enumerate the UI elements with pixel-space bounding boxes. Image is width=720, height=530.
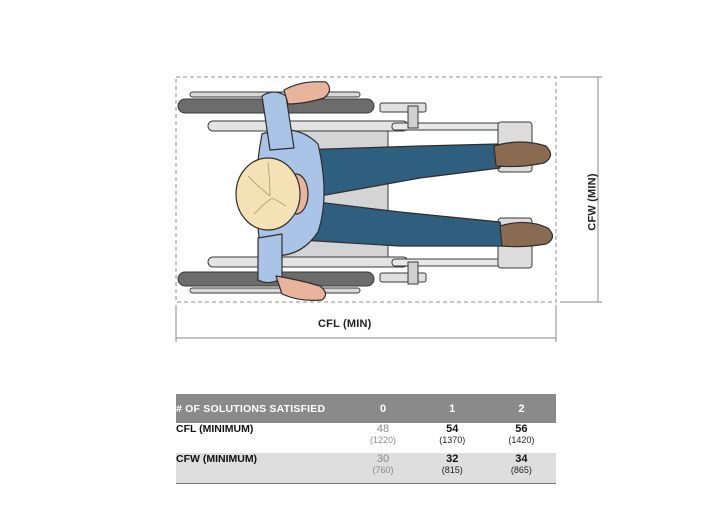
cfl-mm-0: (1220) bbox=[370, 435, 397, 445]
table-row-cfw: CFW (MINIMUM) 30 (760) 32 (815) 34 (865) bbox=[176, 453, 556, 483]
bottom-arm bbox=[257, 233, 283, 284]
cfw-value-0: 30 bbox=[376, 453, 390, 465]
solutions-table: # OF SOLUTIONS SATISFIED 0 1 2 CFL (MINI… bbox=[176, 394, 556, 484]
cfw-value-2: 34 bbox=[515, 453, 528, 465]
top-hand bbox=[283, 81, 331, 105]
cfl-col-0: 48 (1220) bbox=[348, 423, 417, 453]
lower-leg bbox=[299, 199, 505, 247]
cfw-mm-2: (865) bbox=[510, 465, 532, 475]
bottom-shoe bbox=[499, 221, 554, 248]
cfw-dimension-line bbox=[560, 76, 602, 303]
header-col-1: 1 bbox=[449, 402, 456, 415]
row-label-cfl: CFL (MINIMUM) bbox=[176, 423, 254, 435]
cfl-value-2: 56 bbox=[515, 423, 528, 435]
header-col-2: 2 bbox=[518, 402, 525, 415]
header-solutions: # OF SOLUTIONS SATISFIED bbox=[176, 402, 326, 415]
header-col-0: 0 bbox=[379, 402, 387, 415]
cfw-dimension-label: CFW (MIN) bbox=[586, 173, 599, 231]
wheelchair-clear-floor-diagram bbox=[175, 76, 602, 342]
cfl-value-0: 48 bbox=[376, 423, 390, 435]
table-row-cfl: CFL (MINIMUM) 48 (1220) 54 (1370) 56 (14… bbox=[176, 423, 556, 453]
cfl-value-1: 54 bbox=[446, 423, 459, 435]
cfl-col-1: 54 (1370) bbox=[418, 423, 487, 453]
cfl-dimension-line bbox=[175, 305, 557, 342]
seated-person bbox=[235, 81, 554, 301]
cfl-mm-1: (1370) bbox=[439, 435, 466, 445]
row-label-cfw: CFW (MINIMUM) bbox=[176, 453, 258, 465]
cfw-col-0: 30 (760) bbox=[348, 453, 417, 483]
top-shoe bbox=[493, 141, 552, 168]
cfl-mm-2: (1420) bbox=[508, 435, 535, 445]
clear-floor-boundary bbox=[175, 76, 557, 303]
table-header-row: # OF SOLUTIONS SATISFIED 0 1 2 bbox=[176, 394, 556, 423]
wheelchair bbox=[177, 91, 533, 294]
cfl-dimension-label: CFL (MIN) bbox=[318, 318, 372, 330]
cfw-mm-1: (815) bbox=[441, 465, 463, 475]
bottom-hand bbox=[275, 275, 327, 301]
cfw-mm-0: (760) bbox=[372, 465, 394, 475]
top-arm bbox=[261, 91, 295, 151]
cfl-col-2: 56 (1420) bbox=[487, 423, 556, 453]
cfw-value-1: 32 bbox=[446, 453, 459, 465]
cfw-col-2: 34 (865) bbox=[487, 453, 556, 483]
upper-leg bbox=[295, 143, 501, 197]
cfw-col-1: 32 (815) bbox=[418, 453, 487, 483]
